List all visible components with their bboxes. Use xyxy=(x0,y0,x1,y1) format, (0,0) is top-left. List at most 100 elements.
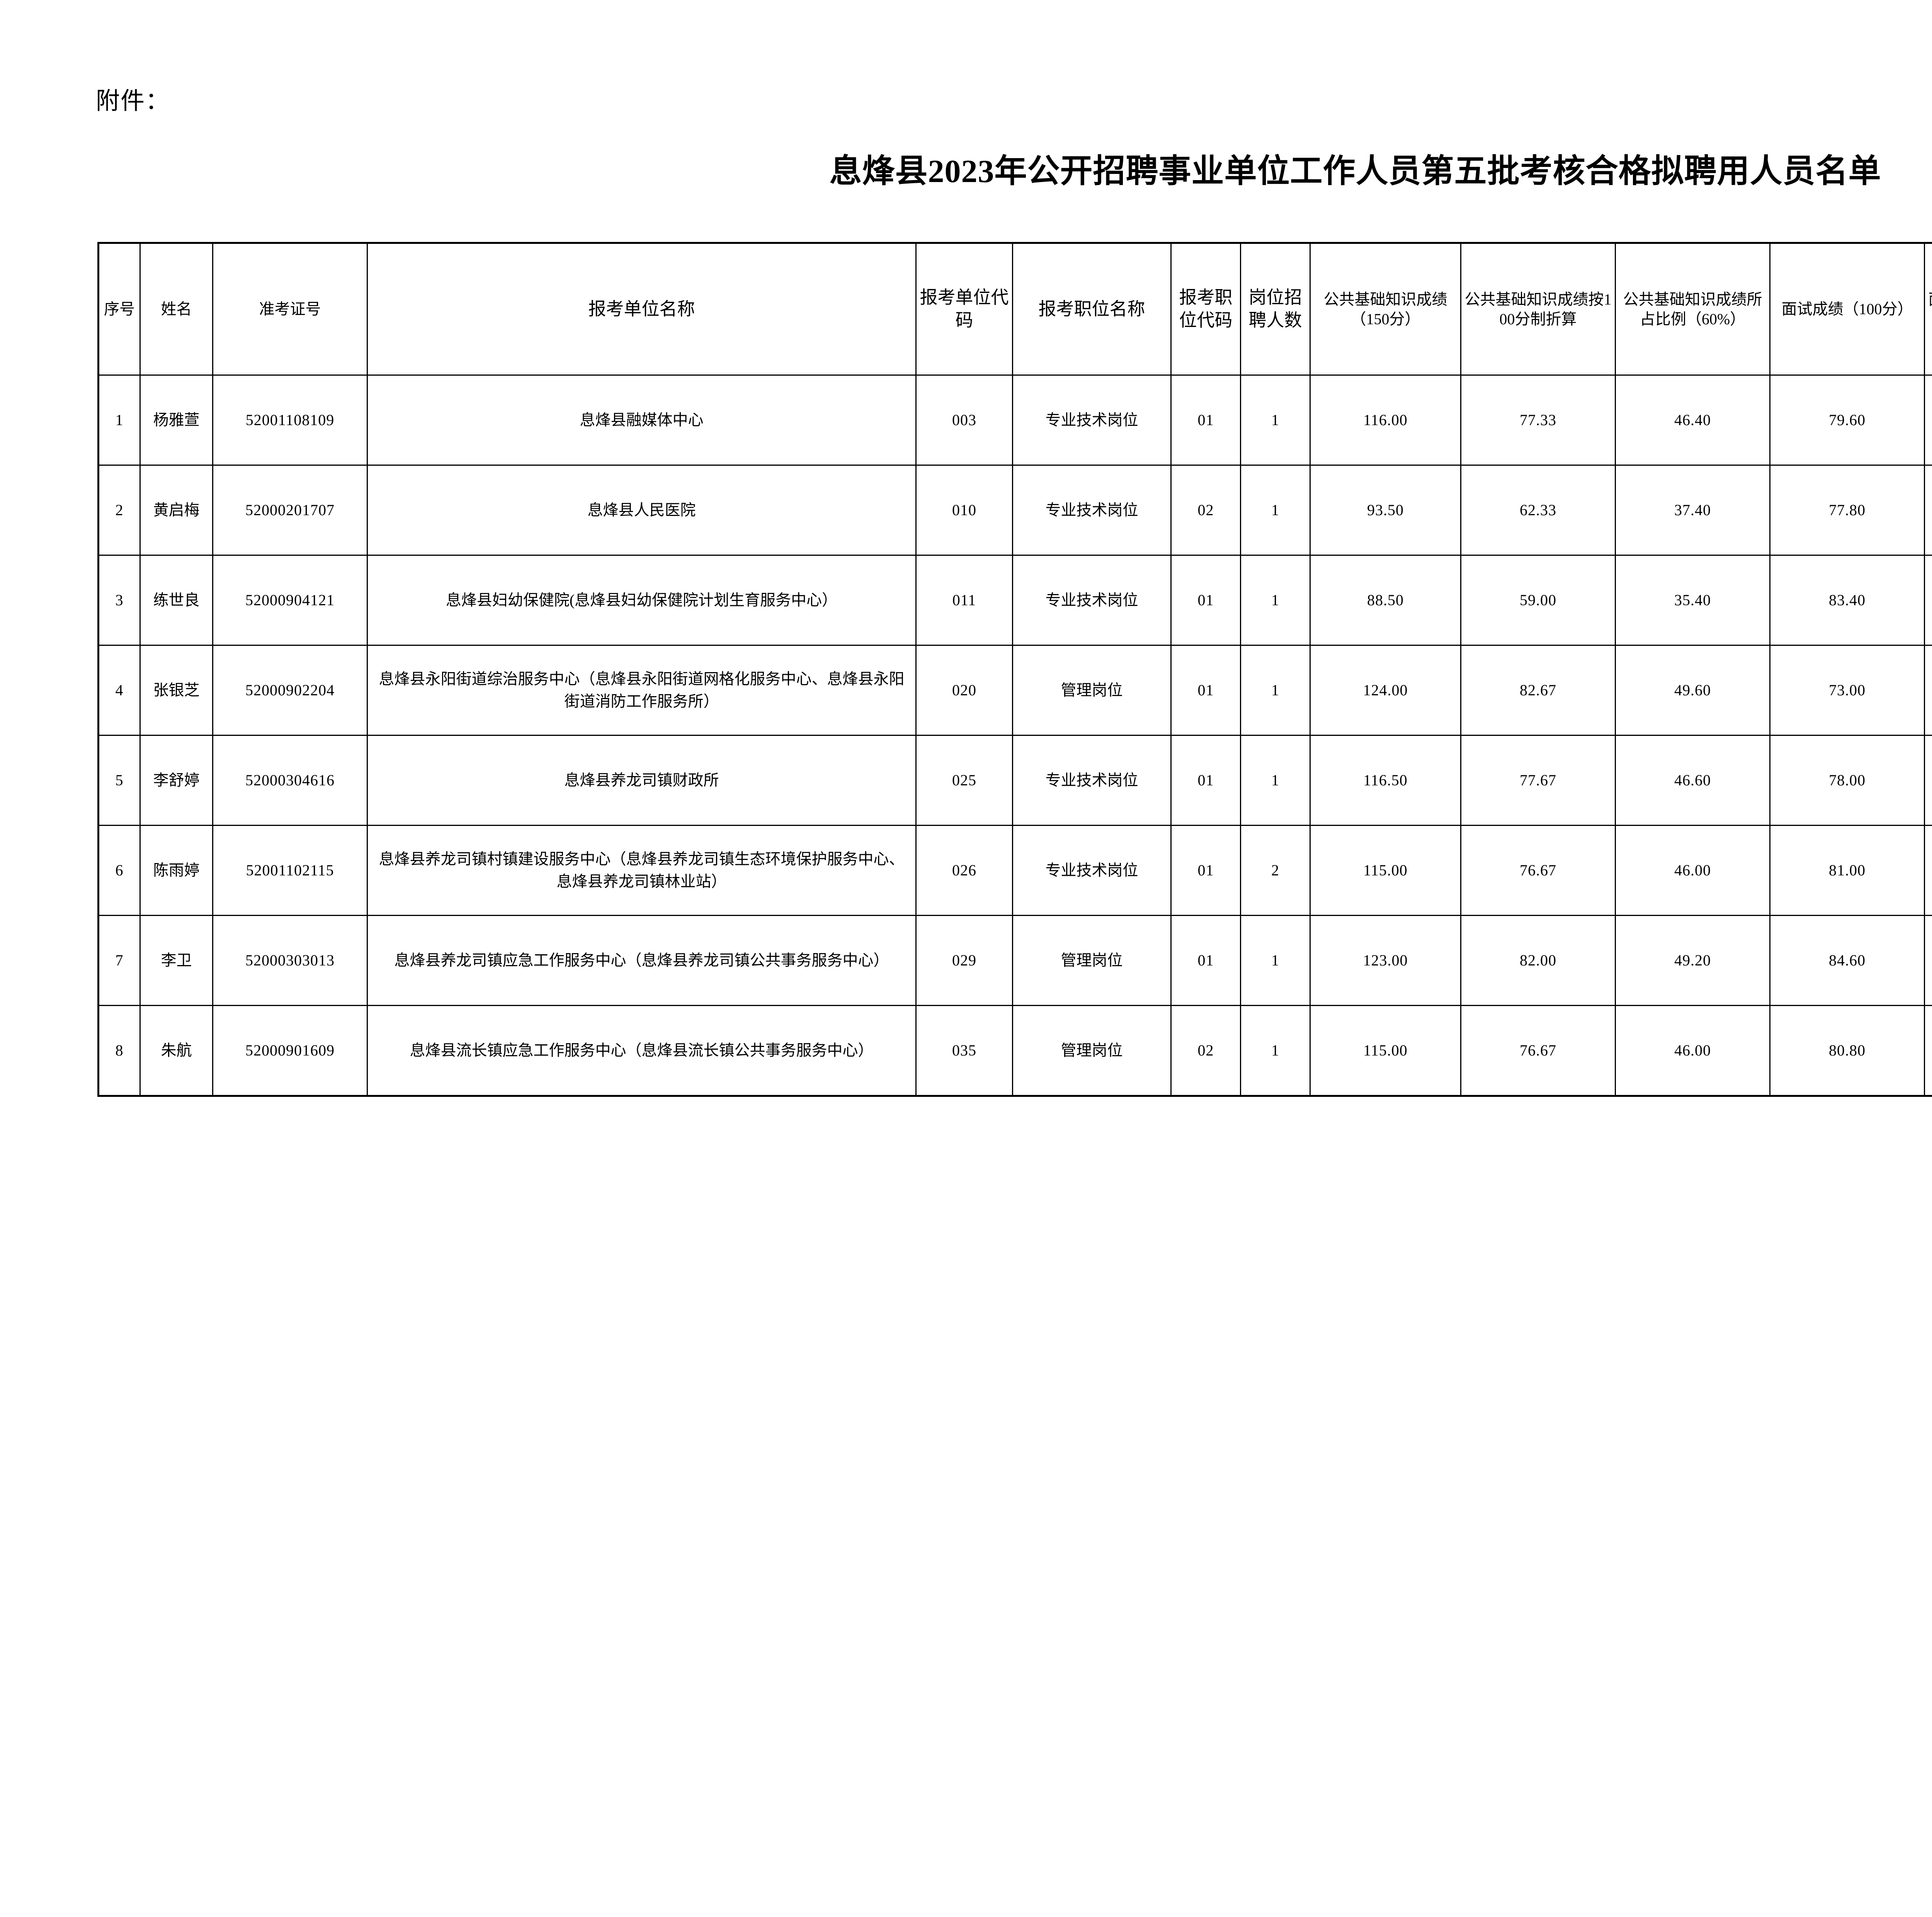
cell-public-100: 77.67 xyxy=(1460,735,1616,826)
cell-seq: 4 xyxy=(98,645,141,736)
cell-public-100: 76.67 xyxy=(1460,1005,1616,1096)
cell-unit-code: 026 xyxy=(915,825,1013,916)
cell-interview-100: 78.00 xyxy=(1769,735,1925,826)
cell-interview-100: 81.00 xyxy=(1769,825,1925,916)
cell-post-code: 02 xyxy=(1170,1005,1241,1096)
header-row: 序号 姓名 准考证号 报考单位名称 报考单位代码 报考职位名称 报考职位代码 岗… xyxy=(98,242,1932,376)
cell-name: 李卫 xyxy=(139,915,213,1006)
cell-name: 练世良 xyxy=(139,555,213,646)
cell-public-100: 76.67 xyxy=(1460,825,1616,916)
col-header-name: 姓名 xyxy=(139,242,213,376)
cell-post-name: 管理岗位 xyxy=(1012,915,1172,1006)
cell-unit-name: 息烽县融媒体中心 xyxy=(367,375,917,466)
cell-post-code: 01 xyxy=(1170,375,1241,466)
cell-public-60: 35.40 xyxy=(1615,555,1770,646)
cell-interview-40: 31.84 xyxy=(1924,375,1932,466)
cell-ticket: 52000904121 xyxy=(212,555,368,646)
cell-name: 张银芝 xyxy=(139,645,213,736)
cell-quota: 1 xyxy=(1240,735,1311,826)
cell-ticket: 52000901609 xyxy=(212,1005,368,1096)
col-header-public-150: 公共基础知识成绩（150分） xyxy=(1310,242,1461,376)
cell-seq: 3 xyxy=(98,555,141,646)
cell-seq: 8 xyxy=(98,1005,141,1096)
cell-post-name: 专业技术岗位 xyxy=(1012,825,1172,916)
cell-seq: 6 xyxy=(98,825,141,916)
cell-interview-40: 32.40 xyxy=(1924,825,1932,916)
col-header-interview-100: 面试成绩（100分） xyxy=(1769,242,1925,376)
cell-public-60: 46.00 xyxy=(1615,825,1770,916)
col-header-post-name: 报考职位名称 xyxy=(1012,242,1172,376)
cell-public-150: 116.00 xyxy=(1310,375,1461,466)
cell-public-150: 88.50 xyxy=(1310,555,1461,646)
cell-interview-100: 83.40 xyxy=(1769,555,1925,646)
cell-public-100: 59.00 xyxy=(1460,555,1616,646)
cell-post-name: 专业技术岗位 xyxy=(1012,465,1172,556)
cell-post-code: 02 xyxy=(1170,465,1241,556)
cell-seq: 2 xyxy=(98,465,141,556)
cell-post-name: 专业技术岗位 xyxy=(1012,735,1172,826)
cell-public-100: 77.33 xyxy=(1460,375,1616,466)
cell-seq: 5 xyxy=(98,735,141,826)
cell-unit-name: 息烽县养龙司镇应急工作服务中心（息烽县养龙司镇公共事务服务中心） xyxy=(367,915,917,1006)
cell-unit-code: 011 xyxy=(915,555,1013,646)
cell-ticket: 52001102115 xyxy=(212,825,368,916)
cell-quota: 1 xyxy=(1240,555,1311,646)
cell-post-code: 01 xyxy=(1170,645,1241,736)
cell-ticket: 52000304616 xyxy=(212,735,368,826)
table-row: 8 朱航 52000901609 息烽县流长镇应急工作服务中心（息烽县流长镇公共… xyxy=(98,1005,1932,1096)
cell-public-60: 46.40 xyxy=(1615,375,1770,466)
cell-post-code: 01 xyxy=(1170,915,1241,1006)
cell-unit-code: 020 xyxy=(915,645,1013,736)
cell-name: 李舒婷 xyxy=(139,735,213,826)
cell-quota: 1 xyxy=(1240,915,1311,1006)
cell-unit-name: 息烽县永阳街道综治服务中心（息烽县永阳街道网格化服务中心、息烽县永阳街道消防工作… xyxy=(367,645,917,736)
cell-quota: 1 xyxy=(1240,465,1311,556)
cell-public-60: 49.20 xyxy=(1615,915,1770,1006)
col-header-post-code: 报考职位代码 xyxy=(1170,242,1241,376)
cell-public-100: 62.33 xyxy=(1460,465,1616,556)
col-header-ticket: 准考证号 xyxy=(212,242,368,376)
cell-public-60: 46.60 xyxy=(1615,735,1770,826)
cell-name: 杨雅萱 xyxy=(139,375,213,466)
cell-post-code: 01 xyxy=(1170,735,1241,826)
cell-quota: 1 xyxy=(1240,645,1311,736)
cell-interview-100: 73.00 xyxy=(1769,645,1925,736)
cell-public-60: 49.60 xyxy=(1615,645,1770,736)
cell-post-name: 专业技术岗位 xyxy=(1012,375,1172,466)
col-header-public-100: 公共基础知识成绩按100分制折算 xyxy=(1460,242,1616,376)
page-title: 息烽县2023年公开招聘事业单位工作人员第五批考核合格拟聘用人员名单 xyxy=(829,153,1881,189)
col-header-quota: 岗位招聘人数 xyxy=(1240,242,1311,376)
cell-public-150: 124.00 xyxy=(1310,645,1461,736)
cell-quota: 1 xyxy=(1240,1005,1311,1096)
cell-unit-code: 029 xyxy=(915,915,1013,1006)
cell-unit-name: 息烽县妇幼保健院(息烽县妇幼保健院计划生育服务中心） xyxy=(367,555,917,646)
attachment-label: 附件： xyxy=(96,88,170,114)
col-header-public-60: 公共基础知识成绩所占比例（60%） xyxy=(1615,242,1770,376)
cell-interview-40: 32.32 xyxy=(1924,1005,1932,1096)
cell-post-code: 01 xyxy=(1170,825,1241,916)
hiring-listing-table: 序号 姓名 准考证号 报考单位名称 报考单位代码 报考职位名称 报考职位代码 岗… xyxy=(97,242,1932,1097)
cell-post-name: 管理岗位 xyxy=(1012,645,1172,736)
table-row: 6 陈雨婷 52001102115 息烽县养龙司镇村镇建设服务中心（息烽县养龙司… xyxy=(98,825,1932,916)
cell-public-150: 116.50 xyxy=(1310,735,1461,826)
cell-quota: 1 xyxy=(1240,375,1311,466)
cell-unit-code: 010 xyxy=(915,465,1013,556)
cell-public-60: 46.00 xyxy=(1615,1005,1770,1096)
cell-ticket: 52000201707 xyxy=(212,465,368,556)
cell-quota: 2 xyxy=(1240,825,1311,916)
cell-interview-100: 84.60 xyxy=(1769,915,1925,1006)
cell-unit-name: 息烽县养龙司镇村镇建设服务中心（息烽县养龙司镇生态环境保护服务中心、息烽县养龙司… xyxy=(367,825,917,916)
cell-interview-40: 29.20 xyxy=(1924,645,1932,736)
cell-interview-40: 31.12 xyxy=(1924,465,1932,556)
col-header-unit-name: 报考单位名称 xyxy=(367,242,917,376)
cell-post-name: 管理岗位 xyxy=(1012,1005,1172,1096)
cell-seq: 1 xyxy=(98,375,141,466)
cell-interview-40: 33.36 xyxy=(1924,555,1932,646)
cell-post-code: 01 xyxy=(1170,555,1241,646)
col-header-seq: 序号 xyxy=(98,242,141,376)
table-row: 4 张银芝 52000902204 息烽县永阳街道综治服务中心（息烽县永阳街道网… xyxy=(98,645,1932,736)
table-body: 1 杨雅萱 52001108109 息烽县融媒体中心 003 专业技术岗位 01… xyxy=(98,375,1932,1096)
table-row: 2 黄启梅 52000201707 息烽县人民医院 010 专业技术岗位 02 … xyxy=(98,465,1932,556)
cell-name: 朱航 xyxy=(139,1005,213,1096)
